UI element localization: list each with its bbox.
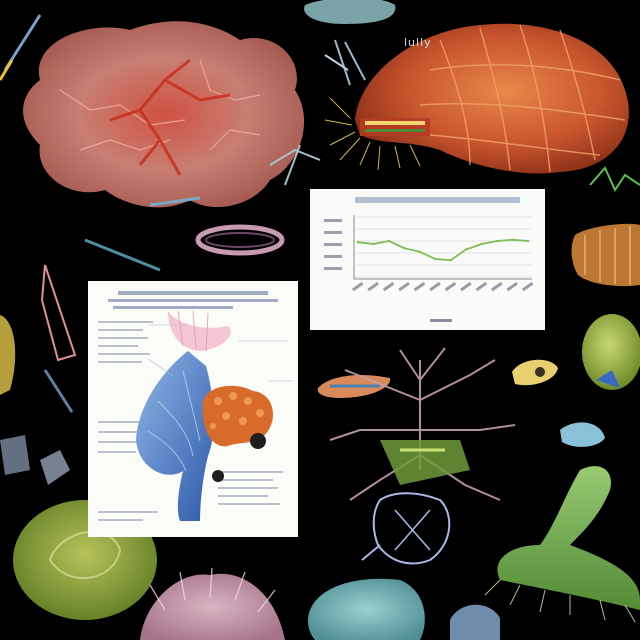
series-line (357, 238, 529, 262)
small-critter-specimens (317, 359, 605, 447)
series-point (526, 239, 530, 243)
y-tick-labels (324, 219, 342, 270)
series-point (480, 242, 483, 246)
chart-card (310, 189, 545, 330)
scene-label: lully (404, 36, 432, 49)
x-axis-label-blur (430, 319, 452, 322)
series-point (449, 259, 452, 262)
teal-cell-specimen (307, 578, 425, 640)
document-card (88, 281, 298, 537)
vessel-top (168, 311, 231, 351)
heart-organ-specimen (324, 23, 629, 174)
coral-specimen (140, 567, 285, 640)
x-tick-label (398, 281, 410, 292)
x-tick-label (351, 281, 364, 292)
chart-title-blur (355, 197, 520, 203)
chart-series (356, 238, 530, 262)
document-header-blur (108, 291, 278, 309)
series-point (434, 257, 437, 261)
translucent-critter-specimen (361, 492, 451, 565)
left-edge-specimens (0, 264, 77, 485)
x-tick-label (382, 281, 395, 292)
series-point (372, 242, 375, 246)
x-tick-label (444, 281, 457, 292)
chart-grid (354, 216, 532, 278)
series-point (511, 238, 514, 241)
pale-blue-cell-specimen (304, 0, 396, 24)
dark-capsule (250, 433, 266, 449)
x-tick-label (491, 281, 503, 292)
x-tick-label (367, 281, 379, 292)
series-point (464, 248, 468, 251)
x-tick-label (413, 281, 426, 292)
ring-specimen (195, 224, 285, 256)
blue-tissue (136, 351, 214, 521)
yellow-green-sphere-specimen (582, 314, 640, 390)
capsule-specimen (571, 223, 640, 287)
x-tick-labels (351, 281, 534, 292)
lung-tissue-specimen (23, 21, 305, 208)
filament-specimens (0, 14, 640, 272)
series-point (356, 241, 360, 244)
x-tick-label (521, 281, 534, 292)
x-tick-label (429, 281, 441, 292)
branching-plant-specimen (329, 347, 516, 501)
series-point (387, 239, 391, 243)
series-point (418, 250, 422, 253)
series-point (495, 239, 499, 243)
green-polyp-specimen (484, 466, 640, 623)
document-illustration (98, 291, 293, 521)
chart-svg (324, 197, 534, 322)
dark-capsule (212, 470, 224, 482)
x-tick-label (475, 281, 488, 292)
x-tick-label (460, 281, 472, 292)
jelly-specimen (450, 604, 500, 640)
document-text-lines (98, 321, 283, 521)
x-tick-label (506, 281, 519, 292)
series-point (403, 247, 406, 250)
